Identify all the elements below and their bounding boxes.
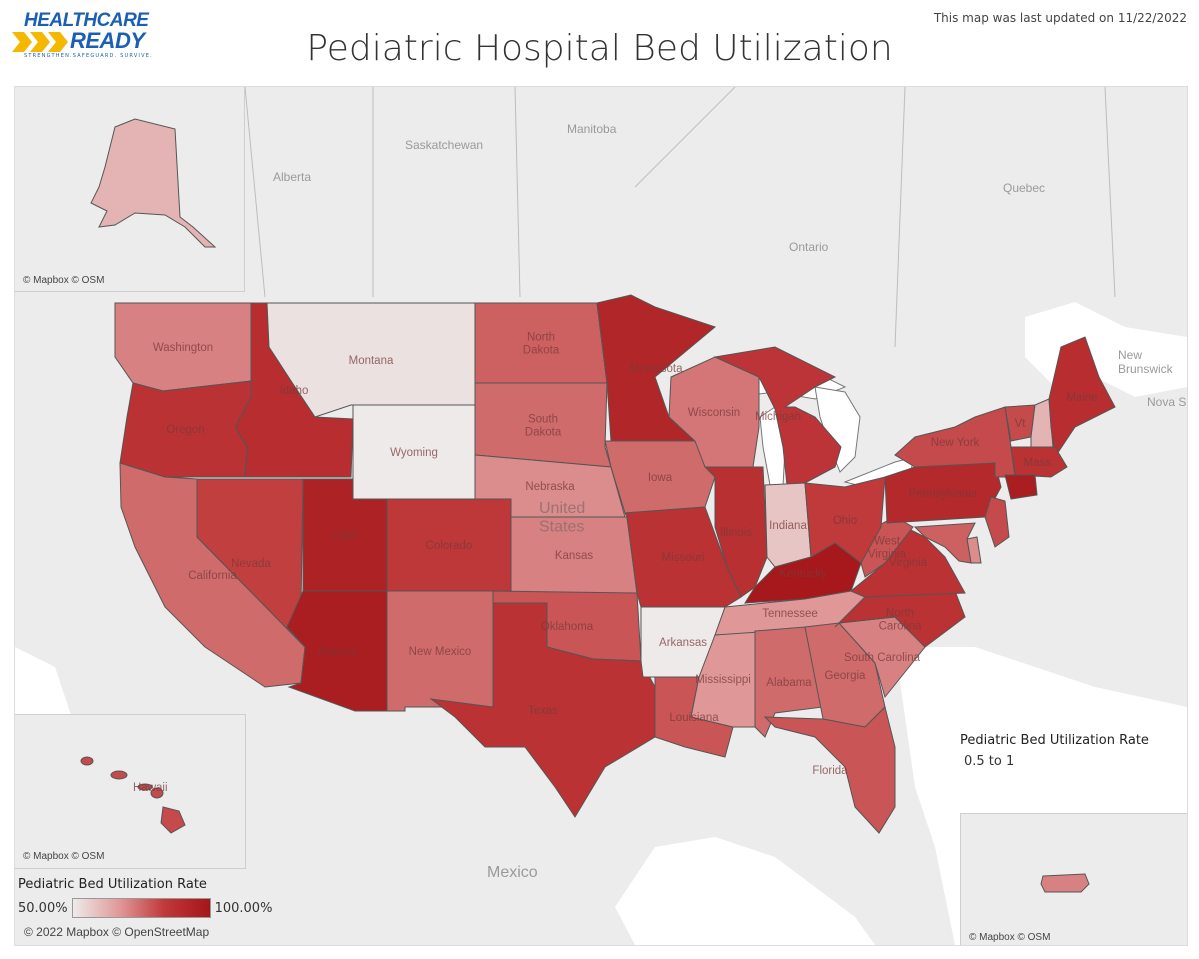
region-label-nova-scotia: Nova S	[1147, 395, 1186, 409]
color-legend-min: 50.00%	[18, 900, 68, 916]
state-label-il: Illinois	[720, 527, 752, 539]
region-label-quebec: Quebec	[1003, 181, 1045, 195]
state-label-ky: Kentucky	[779, 568, 827, 580]
state-hawaii[interactable]	[80, 756, 186, 834]
state-ohio[interactable]	[804, 476, 886, 564]
us-states-layer	[114, 294, 1116, 834]
legend-filter-title: Pediatric Bed Utilization Rate	[960, 733, 1149, 748]
region-label-ontario: Ontario	[789, 240, 829, 254]
state-label-ny: New York	[931, 437, 980, 449]
puerto-rico-inset-svg	[961, 814, 1187, 945]
color-legend-title: Pediatric Bed Utilization Rate	[18, 877, 207, 892]
state-label-ga: Georgia	[825, 670, 867, 682]
state-label-id: Idaho	[280, 385, 309, 397]
color-legend: Pediatric Bed Utilization Rate 50.00% 10…	[18, 877, 272, 918]
state-label-va: Virginia	[889, 557, 928, 569]
legend-filter-value[interactable]: 0.5 to 1	[964, 754, 1015, 769]
hawaii-inset[interactable]: Hawaii © Mapbox © OSM	[15, 714, 246, 869]
alaska-inset-svg	[15, 87, 244, 291]
region-label-alberta: Alberta	[273, 170, 311, 184]
state-label-fl: Florida	[812, 765, 848, 777]
state-maine[interactable]	[1048, 336, 1116, 459]
state-minnesota[interactable]	[596, 294, 717, 442]
state-label-sd: South Dakota	[525, 414, 562, 439]
map-copyright[interactable]: © 2022 Mapbox © OpenStreetMap	[24, 925, 210, 939]
state-label-in: Indiana	[769, 520, 807, 532]
state-label-al: Alabama	[766, 677, 812, 689]
state-new-jersey[interactable]	[984, 496, 1010, 548]
state-label-la: Louisiana	[669, 712, 719, 724]
state-california[interactable]	[119, 462, 306, 688]
state-alaska[interactable]	[90, 118, 217, 248]
water-gulf-of-mexico	[615, 837, 875, 945]
state-label-pa: Pennsylvania	[909, 488, 978, 500]
state-label-nv: Nevada	[231, 558, 271, 570]
state-label-nc: North Carolina	[879, 608, 922, 633]
state-label-ut: Utah	[333, 530, 357, 542]
hawaii-inset-svg: Hawaii	[15, 715, 245, 868]
state-massachusetts[interactable]	[1010, 446, 1068, 478]
state-label-sc: South Carolina	[844, 652, 921, 664]
state-label-mo: Missouri	[662, 552, 705, 564]
region-label-manitoba: Manitoba	[567, 122, 617, 136]
state-label-wy: Wyoming	[390, 447, 438, 459]
region-label-mexico: Mexico	[487, 864, 538, 881]
state-florida[interactable]	[763, 706, 896, 834]
state-connecticut[interactable]	[1004, 474, 1038, 500]
state-label-nd: North Dakota	[523, 332, 560, 357]
state-label-mt: Montana	[349, 355, 394, 367]
state-label-mn: Minnesota	[629, 363, 683, 375]
color-legend-gradient	[71, 898, 211, 918]
page-title: Pediatric Hospital Bed Utilization	[306, 28, 893, 69]
healthcare-ready-logo[interactable]: HEALTHCARE READY STRENGTHEN.SAFEGUARD. S…	[12, 10, 172, 62]
state-labels-layer: Washington Oregon California Idaho Nevada Mon…	[153, 332, 1098, 777]
alaska-inset[interactable]: © Mapbox © OSM	[15, 87, 245, 292]
province-boundaries	[244, 87, 1116, 348]
state-label-ar: Arkansas	[659, 637, 707, 649]
state-label-oh: Ohio	[833, 515, 857, 527]
state-label-vt: Vt	[1015, 418, 1027, 430]
hawaii-attribution[interactable]: © Mapbox © OSM	[23, 851, 105, 862]
state-label-wi: Wisconsin	[688, 407, 740, 419]
state-label-co: Colorado	[426, 540, 473, 552]
logo-text-ready: READY	[70, 28, 145, 53]
state-label-tx: Texas	[528, 705, 558, 717]
chevron-arrows-icon	[12, 32, 68, 52]
puerto-rico-inset[interactable]: © Mapbox © OSM	[960, 813, 1187, 945]
state-label-ks: Kansas	[555, 550, 594, 562]
state-label-me: Maine	[1066, 392, 1097, 404]
color-legend-max: 100.00%	[214, 900, 273, 916]
state-label-ms: Mississippi	[695, 674, 751, 686]
state-puerto-rico[interactable]	[1040, 873, 1090, 893]
state-label-mi: Michigan	[755, 411, 801, 423]
state-illinois[interactable]	[703, 466, 768, 598]
state-label-wa: Washington	[153, 342, 213, 354]
region-label-new-brunswick: New Brunswick	[1118, 348, 1174, 376]
state-label-ia: Iowa	[648, 472, 673, 484]
region-label-united-states: United States	[539, 500, 585, 535]
state-texas[interactable]	[429, 602, 656, 818]
state-michigan[interactable]	[713, 346, 842, 486]
state-label-or: Oregon	[166, 424, 204, 436]
map-canvas[interactable]: Alberta Saskatchewan Manitoba Ontario Qu…	[14, 86, 1188, 946]
state-label-hawaii: Hawaii	[133, 782, 168, 794]
state-label-ne: Nebraska	[525, 481, 575, 493]
puerto-rico-attribution[interactable]: © Mapbox © OSM	[969, 932, 1051, 943]
alaska-attribution[interactable]: © Mapbox © OSM	[23, 275, 105, 286]
state-maryland[interactable]	[913, 522, 976, 564]
state-label-az: Arizona	[318, 646, 358, 658]
last-updated-text: This map was last updated on 11/22/2022	[933, 11, 1187, 25]
logo-tagline: STRENGTHEN.SAFEGUARD. SURVIVE.	[24, 53, 153, 59]
state-label-nm: New Mexico	[409, 646, 472, 658]
state-south-dakota[interactable]	[474, 382, 612, 468]
logo-text-healthcare: HEALTHCARE	[24, 10, 149, 31]
state-label-tn: Tennessee	[762, 608, 818, 620]
state-label-ma: Mass.	[1024, 457, 1055, 469]
state-label-ca: California	[188, 570, 237, 582]
state-label-ok: Oklahoma	[541, 621, 594, 633]
lake-huron	[814, 386, 861, 473]
state-label-wv: West Virginia	[868, 536, 907, 561]
legend-filter[interactable]: Pediatric Bed Utilization Rate 0.5 to 1	[960, 733, 1149, 769]
region-label-saskatchewan: Saskatchewan	[405, 138, 483, 152]
